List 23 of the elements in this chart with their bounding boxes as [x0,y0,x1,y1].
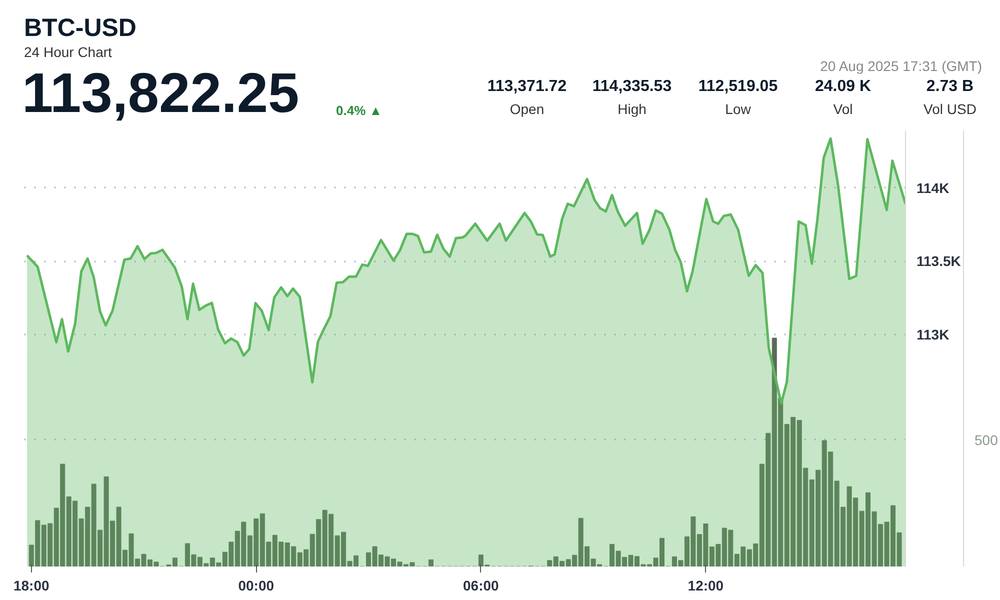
text: 0.4% ▲ [336,103,382,118]
chart-subtitle: 24 Hour Chart [24,44,112,60]
x-tick-label: 12:00 [688,578,724,594]
text: 113,371.72 [486,78,568,96]
y-tick-label: 113.5K [916,253,961,270]
text: 20 Aug 2025 17:31 (GMT) [820,58,982,74]
x-tick-label: 06:00 [463,578,500,594]
text: Vol USD [922,101,978,117]
text: Open [508,101,546,117]
x-tick-label: 18:00 [13,578,50,594]
text: Vol [832,101,854,117]
text: 114,335.53 [591,78,673,96]
text: 2.73 B [925,78,975,96]
text: 24.09 K [814,78,872,96]
text: 112,519.05 [697,78,779,96]
x-tick-label: 00:00 [238,578,274,594]
y-tick-label: 114K [916,180,950,196]
text: Low [724,101,752,117]
chart-title: BTC-USD [24,14,136,43]
y-tick-label: 113K [916,326,950,343]
y2-tick-label: 500 [974,432,998,448]
text: High [616,101,648,117]
text: 113,822.25 [22,60,300,125]
